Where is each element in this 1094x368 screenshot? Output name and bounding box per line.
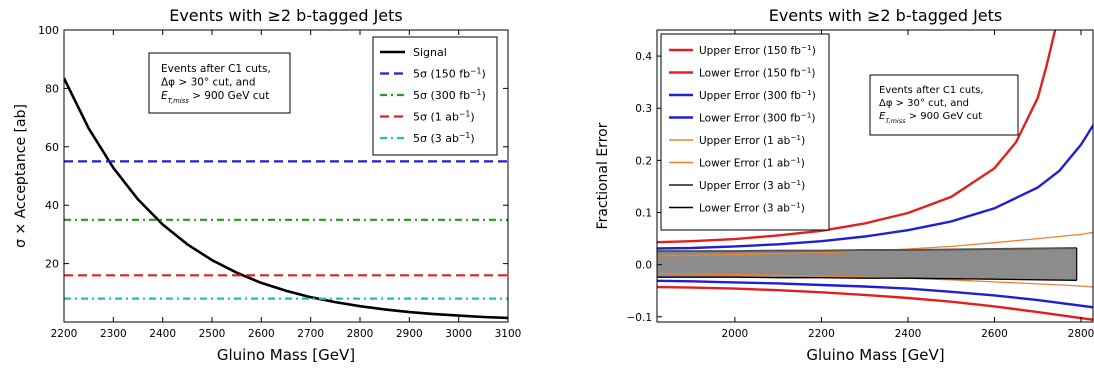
legend-label-3: 5σ (1 ab−1) [413,109,475,124]
x-tick-label-2: 2400 [149,328,176,340]
x-tick-label-8: 3000 [445,328,472,340]
annotation-line-1: Δφ > 30° cut, and [879,98,969,109]
x-tick-label-5: 2700 [297,328,324,340]
legend-label-7: Lower Error (3 ab−1) [699,200,805,215]
chart-left: 2200 2300 2400 2500 2600 2700 2800 2900 3000 3100… [13,6,522,364]
plot-frame [63,29,509,323]
plot-area [657,30,1093,321]
legend-label-0: Signal [413,46,447,59]
series-line-6 [657,247,1077,253]
series-line-3 [657,279,1093,309]
x-tick-label-1: 2200 [808,328,835,340]
y-tick-label-1: 0.0 [635,260,652,272]
series-line-0 [64,77,508,320]
y-tick-label-5: 0.4 [635,51,652,63]
series-line-7 [657,276,1077,281]
x-axis-label: Gluino Mass [GeV] [806,346,944,364]
legend-label-4: Upper Error (1 ab−1) [699,133,805,148]
legend-box [660,33,830,231]
y-axis-label: σ × Acceptance [ab] [13,104,29,248]
x-tick-label-3: 2500 [199,328,226,340]
y-tick-label-0: −0.1 [627,312,653,324]
annotation-line-2: ET,miss > 900 GeV cut [879,111,982,125]
legend-label-1: Lower Error (150 fb−1) [699,65,816,80]
x-tick-label-9: 3100 [495,328,522,340]
series-line-1 [657,285,1093,321]
legend-label-4: 5σ (3 ab−1) [413,131,475,146]
band-fill-3ab [657,248,1077,281]
legend-label-0: Upper Error (150 fb−1) [699,43,816,58]
y-tick-label-4: 0.3 [635,103,652,115]
x-tick-label-3: 2600 [981,328,1008,340]
chart-right: 2000 2200 2400 2600 2800 −0.1 0.0 0.1 0.2 0.3 0.4 E… [595,6,1094,364]
x-tick-label-2: 2400 [895,328,922,340]
y-tick-label-2: 0.1 [635,208,652,220]
y-axis-label: Fractional Error [595,122,611,229]
series-line-0 [657,30,1057,244]
x-tick-label-0: 2200 [51,328,78,340]
y-tick-label-3: 0.2 [635,155,652,167]
x-tick-label-1: 2300 [100,328,127,340]
x-tick-label-4: 2800 [1068,328,1094,340]
annotation-line-0: Events after C1 cuts, [879,85,984,96]
chart-title: Events with ≥2 b-tagged Jets [769,6,1003,25]
y-tick-label-0: 20 [45,258,59,271]
annotation-box [869,74,1019,136]
chart-title: Events with ≥2 b-tagged Jets [169,6,403,25]
legend-label-3: Lower Error (300 fb−1) [699,110,816,125]
legend-label-2: Upper Error (300 fb−1) [699,88,816,103]
legend-label-6: Upper Error (3 ab−1) [699,178,805,193]
x-tick-label-7: 2900 [396,328,423,340]
annotation-line-2: ET,miss > 900 GeV cut [161,90,269,105]
y-tick-label-2: 60 [45,141,59,154]
series-line-2 [657,123,1093,250]
y-tick-label-3: 80 [45,82,59,95]
plot-frame [656,29,1094,323]
x-tick-label-0: 2000 [722,328,749,340]
legend-label-1: 5σ (150 fb−1) [413,66,486,81]
x-tick-label-4: 2600 [248,328,275,340]
x-tick-label-6: 2800 [347,328,374,340]
annotation-line-1: Δφ > 30° cut, and [161,77,256,89]
y-tick-label-1: 40 [45,199,59,212]
x-axis-label: Gluino Mass [GeV] [217,346,355,364]
legend-label-2: 5σ (300 fb−1) [413,88,486,103]
annotation-box [148,52,291,114]
annotation-line-0: Events after C1 cuts, [161,63,271,75]
legend-label-5: Lower Error (1 ab−1) [699,155,805,170]
legend-box [372,36,498,156]
y-tick-label-4: 100 [38,24,59,37]
